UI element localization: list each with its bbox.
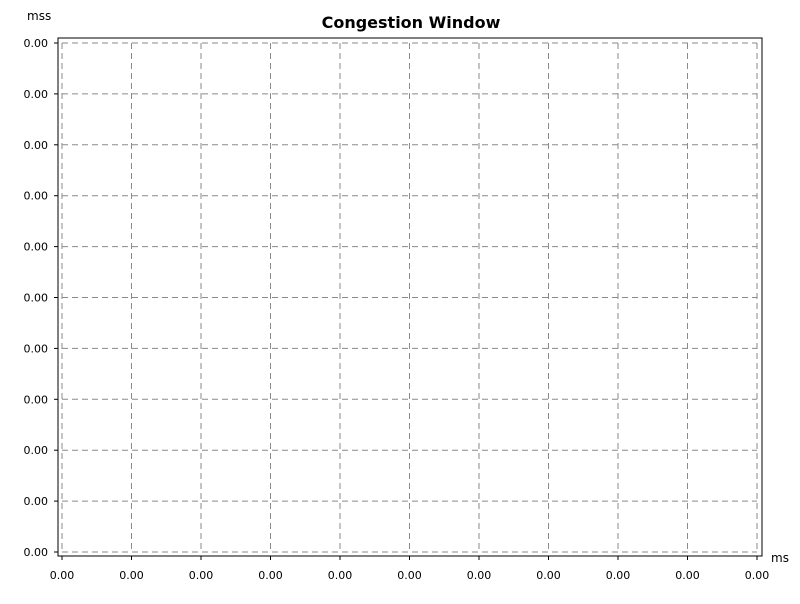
y-tick-label: 0.00 bbox=[24, 88, 49, 101]
y-tick-label: 0.00 bbox=[24, 546, 49, 559]
x-tick-label: 0.00 bbox=[258, 569, 283, 582]
chart-title: Congestion Window bbox=[322, 13, 501, 32]
y-tick-label: 0.00 bbox=[24, 241, 49, 254]
x-tick-label: 0.00 bbox=[397, 569, 422, 582]
y-tick-label: 0.00 bbox=[24, 444, 49, 457]
y-axis-label: mss bbox=[27, 9, 51, 23]
y-tick-label: 0.00 bbox=[24, 37, 49, 50]
x-tick-label: 0.00 bbox=[745, 569, 770, 582]
x-tick-label: 0.00 bbox=[50, 569, 75, 582]
x-axis-ticks: 0.00 0.00 0.00 0.00 0.00 0.00 0.00 0.00 0.00 0.00… bbox=[50, 556, 770, 582]
y-tick-label: 0.00 bbox=[24, 393, 49, 406]
x-tick-label: 0.00 bbox=[536, 569, 561, 582]
y-axis-ticks: 0.00 0.00 0.00 0.00 0.00 0.00 0.00 0.00 0.00 0.00… bbox=[24, 37, 58, 559]
grid-layer bbox=[61, 42, 758, 553]
y-tick-label: 0.00 bbox=[24, 190, 49, 203]
x-tick-label: 0.00 bbox=[467, 569, 492, 582]
x-tick-label: 0.00 bbox=[328, 569, 353, 582]
y-tick-label: 0.00 bbox=[24, 139, 49, 152]
x-tick-label: 0.00 bbox=[119, 569, 144, 582]
x-tick-label: 0.00 bbox=[675, 569, 700, 582]
x-axis-label: ms bbox=[771, 551, 789, 565]
y-tick-label: 0.00 bbox=[24, 495, 49, 508]
y-tick-label: 0.00 bbox=[24, 342, 49, 355]
x-tick-label: 0.00 bbox=[606, 569, 631, 582]
x-tick-label: 0.00 bbox=[189, 569, 214, 582]
y-tick-label: 0.00 bbox=[24, 292, 49, 305]
